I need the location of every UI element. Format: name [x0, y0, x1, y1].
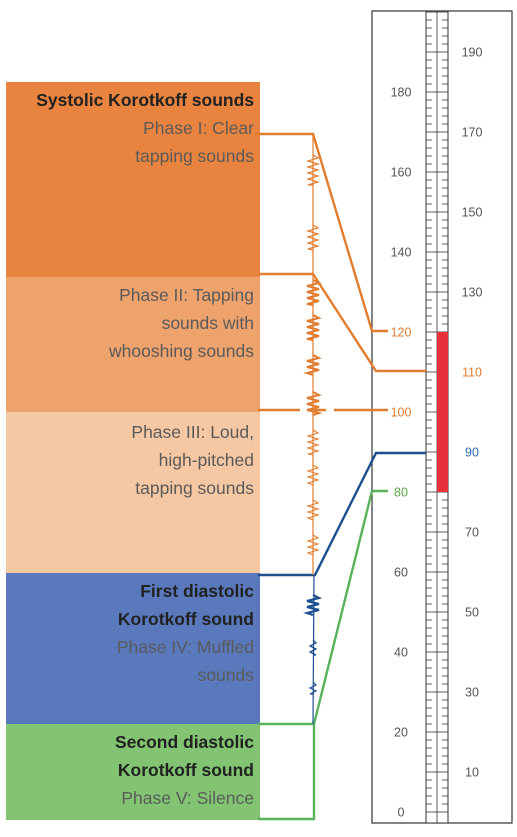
- right-scale-label-110: 110: [462, 366, 482, 380]
- left-scale-label-60: 60: [394, 566, 408, 580]
- phase-4-description: Phase IV: Muffled sounds: [116, 637, 254, 685]
- connector-80: [258, 489, 388, 726]
- left-scale-label-40: 40: [394, 646, 408, 660]
- korotkoff-sound-trace: [303, 134, 323, 725]
- right-scale-label-10: 10: [465, 766, 479, 780]
- left-scale-label-160: 160: [391, 166, 412, 180]
- phase-2-description: Phase II: Tapping sounds with whooshing …: [109, 285, 254, 361]
- phase-5-description: Phase V: Silence: [121, 788, 254, 808]
- phase-1-description: Phase I: Clear tapping sounds: [135, 118, 254, 166]
- right-scale-label-190: 190: [462, 46, 483, 60]
- phase-1-band: Systolic Korotkoff sounds Phase I: Clear…: [6, 82, 260, 277]
- phase-3-description: Phase III: Loud, high-pitched tapping so…: [131, 422, 254, 498]
- right-scale-label-90: 90: [465, 446, 479, 460]
- left-scale-label-100: 100: [391, 406, 412, 420]
- connector-0: [258, 724, 316, 821]
- left-scale-label-0: 0: [398, 806, 405, 820]
- right-scale-label-150: 150: [462, 206, 483, 220]
- connector-110: [258, 272, 426, 373]
- phase-3-band: Phase III: Loud, high-pitched tapping so…: [6, 412, 260, 573]
- phase-4-band: First diastolic Korotkoff sound Phase IV…: [6, 573, 260, 724]
- connector-90: [258, 451, 426, 577]
- right-scale-label-130: 130: [462, 286, 483, 300]
- right-scale-label-50: 50: [465, 606, 479, 620]
- left-scale-label-80: 80: [394, 486, 408, 500]
- first-diastolic-title: First diastolic Korotkoff sound: [117, 581, 254, 629]
- left-scale-label-120: 120: [391, 326, 412, 340]
- left-scale-label-20: 20: [394, 726, 408, 740]
- right-scale-label-30: 30: [465, 686, 479, 700]
- right-scale-label-170: 170: [462, 126, 483, 140]
- phase-2-band: Phase II: Tapping sounds with whooshing …: [6, 277, 260, 412]
- second-diastolic-title: Second diastolic Korotkoff sound: [114, 732, 254, 780]
- right-scale-labels: 10 30 50 70 90 110 130 150 170 190: [462, 46, 483, 780]
- right-scale-label-70: 70: [465, 526, 479, 540]
- left-scale-label-140: 140: [391, 246, 412, 260]
- connector-120: [255, 132, 388, 333]
- left-scale-labels: 0 20 40 60 80 100 120 140 160 180: [391, 86, 412, 820]
- left-scale-label-180: 180: [391, 86, 412, 100]
- systolic-title: Systolic Korotkoff sounds: [36, 90, 254, 110]
- phase-5-band: Second diastolic Korotkoff sound Phase V…: [6, 724, 260, 820]
- mercury-column: [437, 332, 448, 492]
